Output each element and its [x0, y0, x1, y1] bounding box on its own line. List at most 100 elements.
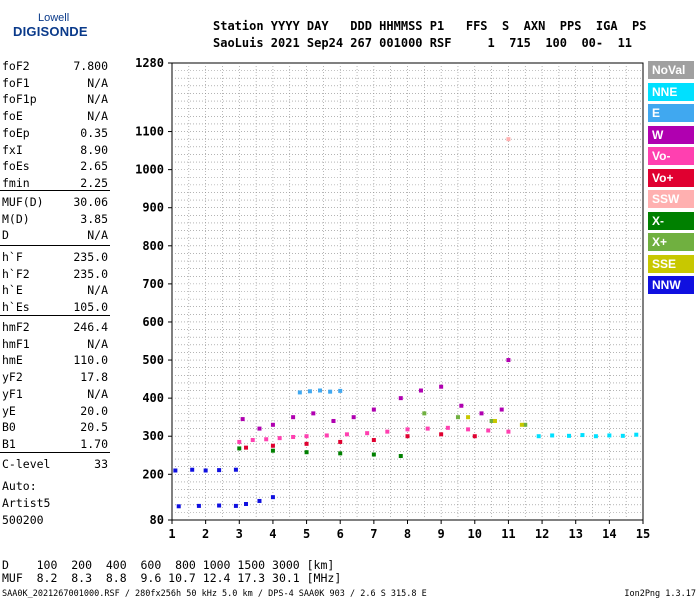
echo-point-x: [304, 450, 309, 455]
echo-point-vo: [506, 429, 511, 434]
param-name: MUF(D): [2, 195, 44, 209]
param-name: h`F2: [2, 266, 30, 281]
x-tick-label: 4: [269, 527, 276, 541]
param-row: hmF2 246.4: [2, 319, 108, 335]
y-tick-label: 700: [142, 277, 164, 291]
x-tick-label: 9: [438, 527, 445, 541]
param-name: hmE: [2, 353, 23, 368]
echo-point-vo: [439, 432, 444, 437]
echo-point-vo: [371, 438, 376, 443]
param-value: 20.5: [80, 420, 108, 435]
auto-artist: Artist5: [2, 496, 51, 510]
param-value: 33: [94, 457, 108, 471]
legend-item: E: [648, 104, 694, 122]
param-value: N/A: [87, 336, 108, 351]
echo-point-x: [422, 411, 427, 416]
param-separator: [0, 190, 110, 191]
echo-point-w: [351, 415, 356, 420]
param-value: 20.0: [80, 403, 108, 418]
echo-point-nnw: [176, 504, 181, 509]
echo-point-vo: [291, 434, 296, 439]
echo-point-nnw: [196, 503, 201, 508]
param-row: h`F 235.0: [2, 249, 108, 265]
param-row: foE N/A: [2, 108, 108, 124]
param-value: N/A: [87, 92, 108, 107]
param-value: N/A: [87, 228, 108, 243]
x-tick-label: 14: [602, 527, 616, 541]
echo-point-w: [311, 411, 316, 416]
param-value: 17.8: [80, 370, 108, 385]
echo-point-nne: [607, 433, 612, 438]
echo-point-nne: [634, 432, 639, 437]
echo-point-vo: [304, 434, 309, 439]
param-value: 1.70: [80, 436, 108, 451]
param-value: 0.35: [80, 125, 108, 140]
param-row: fxI 8.90: [2, 142, 108, 158]
param-value: 235.0: [73, 250, 108, 264]
x-tick-label: 10: [468, 527, 482, 541]
logo-digisonde: DIGISONDE: [13, 24, 88, 39]
echo-point-vo: [425, 426, 430, 431]
x-tick-label: 3: [236, 527, 243, 541]
param-value: 7.800: [73, 59, 108, 73]
y-tick-label: 600: [142, 315, 164, 329]
echo-point-nne: [580, 433, 585, 438]
echo-point-vo: [338, 439, 343, 444]
param-row: hmF1 N/A: [2, 336, 108, 352]
param-value: 235.0: [73, 266, 108, 281]
param-row: foEs 2.65: [2, 158, 108, 174]
legend-item: W: [648, 125, 694, 144]
echo-point-vo: [405, 434, 410, 439]
param-name: h`F: [2, 250, 23, 264]
y-tick-label: 400: [142, 391, 164, 405]
x-tick-label: 8: [404, 527, 411, 541]
x-tick-label: 1: [168, 527, 175, 541]
param-row: MUF(D) 30.06: [2, 194, 108, 210]
echo-point-vo: [405, 427, 410, 432]
param-name: h`E: [2, 283, 23, 298]
x-tick-label: 7: [370, 527, 377, 541]
param-row: h`Es 105.0: [2, 299, 108, 315]
echo-point-w: [418, 388, 423, 393]
legend-item: SSW: [648, 190, 694, 208]
echo-point-w: [371, 407, 376, 412]
echo-point-w: [331, 418, 336, 423]
param-row: fmin 2.25: [2, 175, 108, 191]
echo-point-nne: [550, 433, 555, 438]
param-row: h`E N/A: [2, 282, 108, 298]
footer-muf-line: MUF 8.2 8.3 8.8 9.6 10.7 12.4 17.3 30.1 …: [2, 571, 342, 585]
param-name: yF2: [2, 370, 23, 385]
echo-point-nnw: [270, 495, 275, 500]
legend-item: SSE: [648, 254, 694, 273]
x-tick-label: 15: [636, 527, 650, 541]
y-tick-label: 900: [142, 201, 164, 215]
param-row: yF2 17.8: [2, 369, 108, 385]
param-row: h`F2 235.0: [2, 266, 108, 282]
echo-point-vo: [237, 439, 242, 444]
echo-point-w: [499, 407, 504, 412]
echo-point-vo: [445, 425, 450, 430]
param-value: N/A: [87, 283, 108, 298]
param-row: M(D) 3.85: [2, 211, 108, 227]
param-value: 2.65: [80, 159, 108, 174]
param-value: N/A: [87, 109, 108, 124]
param-value: 2.25: [80, 175, 108, 190]
echo-point-ssw: [506, 137, 511, 142]
param-name: D: [2, 228, 9, 243]
param-name: yE: [2, 403, 16, 418]
param-value: 105.0: [73, 300, 108, 315]
param-name: foEs: [2, 159, 30, 174]
echo-point-x: [489, 418, 494, 423]
echo-point-nnw: [233, 503, 238, 508]
param-row: B1 1.70: [2, 436, 108, 452]
echo-point-x: [398, 454, 403, 459]
param-name: yF1: [2, 386, 23, 401]
echo-point-vo: [344, 432, 349, 437]
echo-point-vo: [270, 443, 275, 448]
param-row: hmE 110.0: [2, 352, 108, 368]
echo-point-vo: [250, 438, 255, 443]
echo-point-x: [270, 448, 275, 453]
param-row: foF2 7.800: [2, 58, 108, 74]
echo-point-x: [237, 446, 242, 451]
y-tick-label: 200: [142, 467, 164, 481]
